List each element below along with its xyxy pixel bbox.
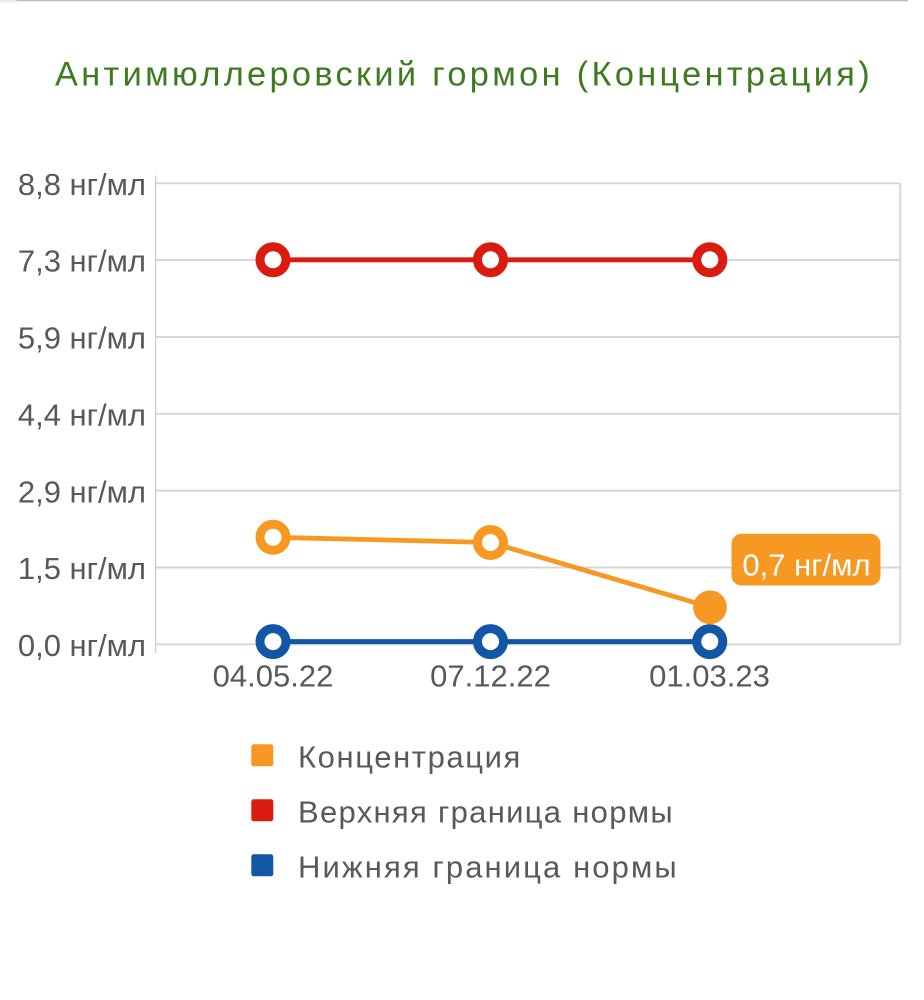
svg-text:4,4 нг/мл: 4,4 нг/мл xyxy=(18,397,146,432)
svg-text:5,9 нг/мл: 5,9 нг/мл xyxy=(18,321,146,356)
svg-text:07.12.22: 07.12.22 xyxy=(430,659,551,694)
svg-text:Нижняя граница нормы: Нижняя граница нормы xyxy=(298,849,679,884)
svg-text:Верхняя граница нормы: Верхняя граница нормы xyxy=(298,794,674,829)
svg-text:1,5 нг/мл: 1,5 нг/мл xyxy=(18,551,146,586)
svg-text:0,7 нг/мл: 0,7 нг/мл xyxy=(742,548,870,583)
svg-text:Антимюллеровский гормон (Конце: Антимюллеровский гормон (Концентрация) xyxy=(55,56,873,94)
svg-text:0,0 нг/мл: 0,0 нг/мл xyxy=(18,628,146,663)
svg-text:2,9 нг/мл: 2,9 нг/мл xyxy=(18,474,146,509)
svg-text:01.03.23: 01.03.23 xyxy=(649,659,770,694)
svg-text:8,8 нг/мл: 8,8 нг/мл xyxy=(18,167,146,202)
svg-text:Концентрация: Концентрация xyxy=(298,739,522,774)
svg-text:04.05.22: 04.05.22 xyxy=(213,659,334,694)
svg-text:7,3 нг/мл: 7,3 нг/мл xyxy=(18,244,146,279)
